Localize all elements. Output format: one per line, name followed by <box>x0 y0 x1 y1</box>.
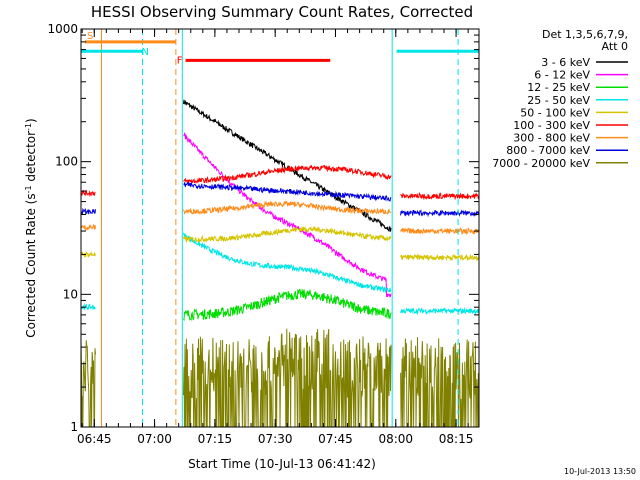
series-5-segment-2 <box>183 225 392 244</box>
series-8-segment-2 <box>183 181 392 202</box>
flag-label-n: N <box>142 47 149 58</box>
x-tick-label: 08:15 <box>439 432 474 446</box>
y-axis-label: Corrected Count Rate (s-1 detector-1) <box>24 118 39 337</box>
y-tick-label: 10 <box>63 287 78 301</box>
plot-lines <box>80 99 480 428</box>
y-axis-ticks: 1 10 100 1000 <box>47 22 479 434</box>
legend-label-7: 300 - 800 keV <box>513 132 590 145</box>
series-7-segment-2 <box>183 200 392 216</box>
series-4-segment-3 <box>400 306 480 316</box>
series-7-segment-1 <box>80 223 96 232</box>
x-tick-label: 07:30 <box>258 432 293 446</box>
series-8-segment-1 <box>80 207 96 216</box>
x-axis-label: Start Time (10-Jul-13 06:41:42) <box>188 457 376 471</box>
y-axis-label-end: ) <box>24 118 38 123</box>
vertical-markers <box>101 29 459 427</box>
legend-label-9: 7000 - 20000 keV <box>492 157 590 170</box>
series-7-segment-3 <box>400 227 480 236</box>
flag-bars: S N F <box>81 31 479 66</box>
series-9-segment-3 <box>400 337 480 428</box>
legend-label-8: 800 - 7000 keV <box>506 144 590 157</box>
y-axis-label-sup2: -1 <box>24 123 33 131</box>
y-axis-label-main: Corrected Count Rate (s <box>24 193 38 337</box>
x-tick-label: 07:00 <box>137 432 172 446</box>
plot-frame <box>80 28 480 428</box>
x-tick-label: 07:45 <box>318 432 353 446</box>
series-5-segment-1 <box>80 251 96 258</box>
legend-label-5: 50 - 100 keV <box>520 106 590 119</box>
legend-label-3: 12 - 25 keV <box>527 81 590 94</box>
flag-label-f: F <box>177 55 183 66</box>
legend-header-attenuator: Att 0 <box>602 40 628 53</box>
x-tick-label: 06:45 <box>77 432 112 446</box>
legend-label-6: 100 - 300 keV <box>513 119 590 132</box>
legend-label-1: 3 - 6 keV <box>541 56 590 69</box>
legend-label-2: 6 - 12 keV <box>534 69 590 82</box>
series-3-segment-2 <box>183 288 392 322</box>
series-6-segment-2 <box>183 164 392 184</box>
legend-header-detectors: Det 1,3,5,6,7,9, <box>542 28 628 41</box>
y-axis-label-sup1: -1 <box>24 185 33 193</box>
y-tick-label: 1 <box>70 420 78 434</box>
series-8-segment-3 <box>400 209 480 218</box>
x-tick-label: 07:15 <box>198 432 233 446</box>
y-tick-label: 1000 <box>47 22 78 36</box>
flag-label-s: S <box>87 31 93 42</box>
series-9-segment-1 <box>80 340 96 428</box>
y-axis-label-mid: detector <box>24 131 38 186</box>
x-tick-label: 08:00 <box>378 432 413 446</box>
series-2-segment-2 <box>183 131 392 298</box>
series-4-segment-2 <box>183 232 392 294</box>
series-5-segment-3 <box>400 252 480 262</box>
legend-label-4: 25 - 50 keV <box>527 94 590 107</box>
x-axis-ticks: 06:45 07:00 07:15 07:30 07:45 08:00 08:15 <box>77 29 473 446</box>
series-4-segment-1 <box>80 302 96 311</box>
series-6-segment-3 <box>400 191 480 201</box>
y-tick-label: 100 <box>55 155 78 169</box>
series-9-segment-2 <box>183 328 392 428</box>
timestamp-stamp: 10-Jul-2013 13:50 <box>564 467 636 476</box>
chart-title: HESSI Observing Summary Count Rates, Cor… <box>91 3 473 21</box>
